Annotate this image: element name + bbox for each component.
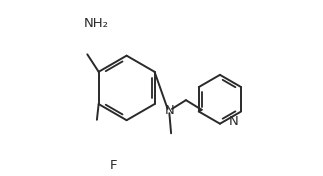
Text: F: F [110, 159, 117, 172]
Text: N: N [164, 104, 174, 117]
Text: NH₂: NH₂ [84, 17, 109, 30]
Text: N: N [229, 115, 239, 128]
